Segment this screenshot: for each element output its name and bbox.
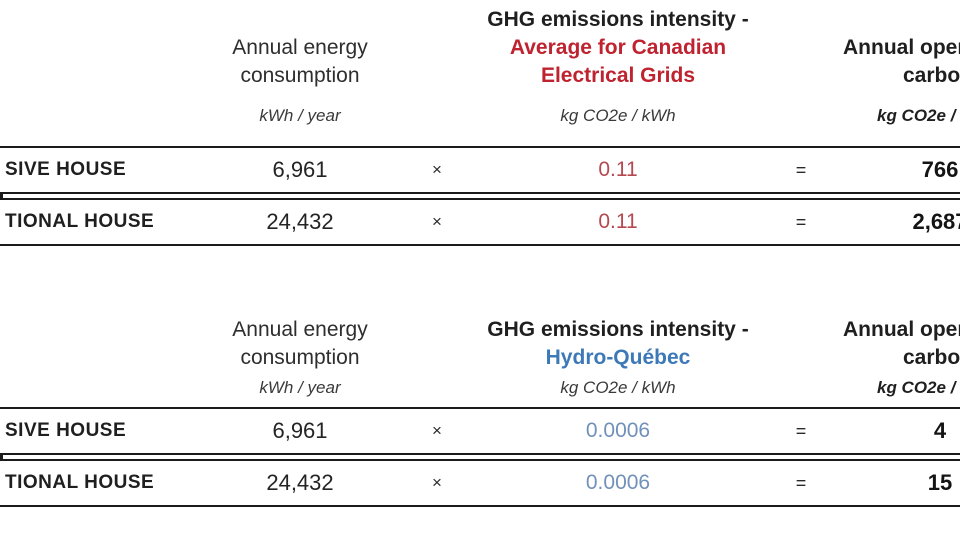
row-label: SIVE HOUSE: [5, 420, 127, 441]
intensity-header-units: kg CO2e / kWh: [560, 106, 676, 125]
conventional-house-row: TIONAL HOUSE 24,432 × 0.0006 = 15: [0, 459, 960, 507]
result-value: 766: [921, 157, 959, 182]
intensity-header-line1: GHG emissions intensity -: [487, 318, 749, 341]
energy-value: 24,432: [266, 209, 334, 234]
result-header-units: kg CO2e /: [877, 378, 956, 397]
energy-header-line2: consumption: [240, 346, 360, 369]
equals-sign: =: [795, 212, 807, 232]
equals-sign: =: [795, 160, 807, 180]
multiply-sign: ×: [432, 473, 442, 492]
result-header-line2: carbo: [903, 64, 960, 87]
intensity-value: 0.0006: [585, 471, 651, 494]
energy-value: 6,961: [272, 157, 328, 182]
equals-sign: =: [795, 473, 807, 493]
row-label: TIONAL HOUSE: [5, 211, 155, 232]
row-label: TIONAL HOUSE: [5, 472, 155, 493]
table-left-border: [0, 146, 3, 246]
energy-value: 24,432: [266, 470, 334, 495]
intensity-value: 0.11: [598, 210, 638, 233]
result-header-line1: Annual oper: [843, 36, 960, 59]
energy-header-units: kWh / year: [259, 378, 341, 397]
intensity-header-line1: GHG emissions intensity -: [487, 8, 749, 31]
multiply-sign: ×: [432, 160, 442, 179]
result-header-line1: Annual oper: [843, 318, 960, 341]
intensity-header-line3: Electrical Grids: [540, 64, 696, 87]
intensity-header-line2: Hydro-Québec: [545, 346, 691, 369]
result-value: 2,687: [912, 209, 960, 234]
result-header-line2: carbo: [903, 346, 960, 369]
conventional-house-row: TIONAL HOUSE 24,432 × 0.11 = 2,687: [0, 198, 960, 246]
row-label: SIVE HOUSE: [5, 159, 127, 180]
energy-header-line1: Annual energy: [232, 36, 368, 59]
energy-header-units: kWh / year: [259, 106, 341, 125]
passive-house-row: SIVE HOUSE 6,961 × 0.0006 = 4: [0, 407, 960, 455]
intensity-header-line2: Average for Canadian: [509, 36, 727, 59]
intensity-value: 0.11: [598, 158, 638, 181]
result-value: 4: [933, 418, 947, 443]
multiply-sign: ×: [432, 212, 442, 231]
energy-header-line1: Annual energy: [232, 318, 368, 341]
energy-header-line2: consumption: [240, 64, 360, 87]
energy-value: 6,961: [272, 418, 328, 443]
intensity-header-units: kg CO2e / kWh: [560, 378, 676, 397]
table-left-border: [0, 407, 3, 507]
result-header-units: kg CO2e /: [877, 106, 956, 125]
multiply-sign: ×: [432, 421, 442, 440]
equals-sign: =: [795, 421, 807, 441]
intensity-value: 0.0006: [585, 419, 651, 442]
result-value: 15: [927, 470, 953, 495]
passive-house-row: SIVE HOUSE 6,961 × 0.11 = 766: [0, 146, 960, 194]
